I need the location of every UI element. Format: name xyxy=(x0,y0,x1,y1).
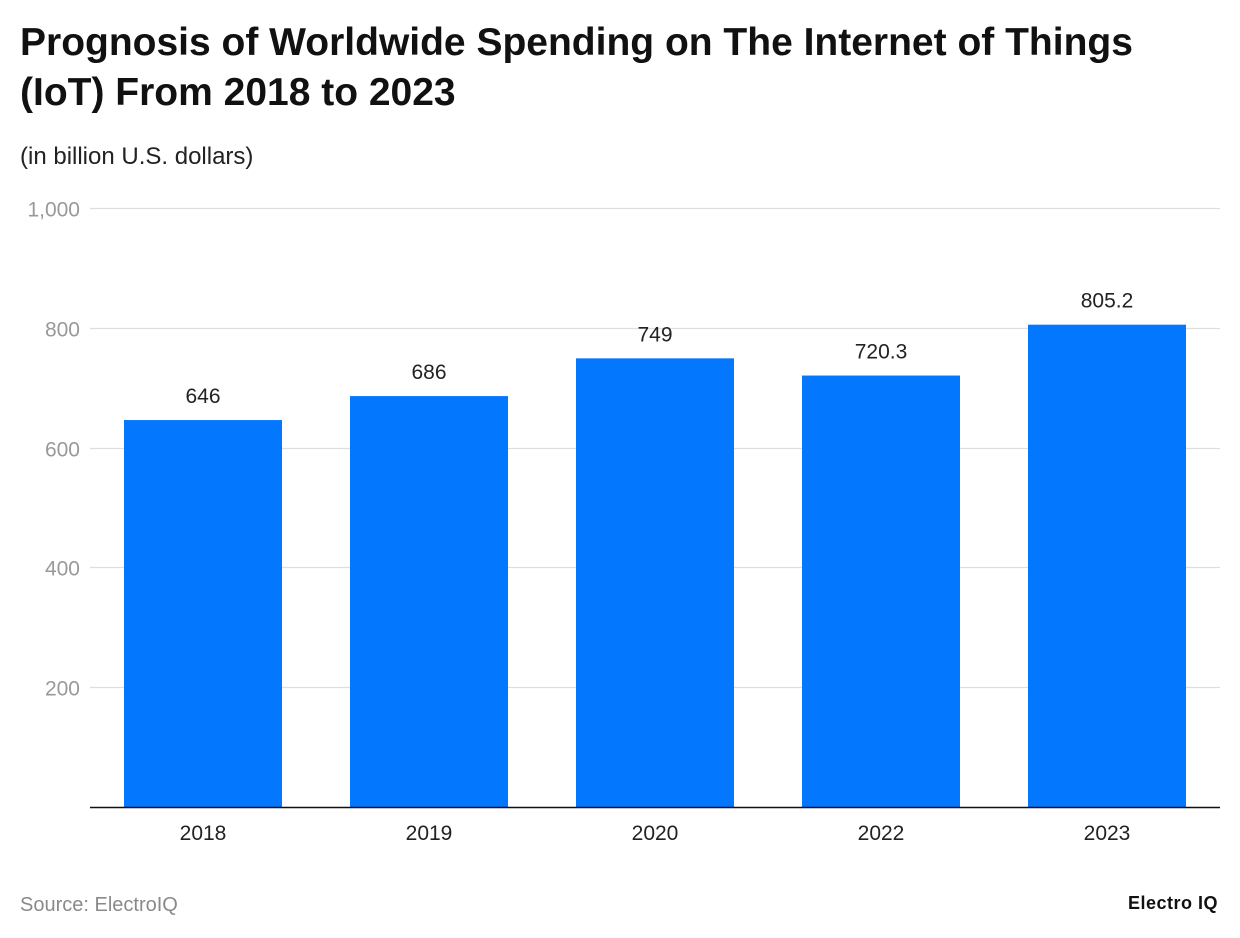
value-label: 720.3 xyxy=(855,341,908,364)
value-label: 686 xyxy=(411,361,446,384)
brand-logo: Electro IQ xyxy=(1127,893,1218,913)
y-tick-label: 200 xyxy=(45,678,80,701)
y-tick-label: 400 xyxy=(45,558,80,581)
x-tick-labels: 2018 2019 2020 2022 2023 xyxy=(180,822,1131,845)
value-label: 805.2 xyxy=(1081,290,1134,313)
bar xyxy=(350,396,508,807)
value-label: 749 xyxy=(637,323,672,346)
x-tick-label: 2022 xyxy=(858,822,905,845)
y-tick-label: 600 xyxy=(45,439,80,462)
y-tick-labels: 200 400 600 800 1,000 xyxy=(27,199,80,701)
x-tick-label: 2018 xyxy=(180,822,227,845)
value-labels: 646 686 749 720.3 805.2 xyxy=(185,290,1133,408)
bar xyxy=(1028,324,1186,807)
bars xyxy=(124,324,1186,807)
x-tick-label: 2023 xyxy=(1084,822,1131,845)
bar xyxy=(124,420,282,807)
bar xyxy=(576,358,734,807)
value-label: 646 xyxy=(185,385,220,408)
chart-subtitle: (in billion U.S. dollars) xyxy=(20,143,254,170)
y-tick-label: 800 xyxy=(45,319,80,342)
chart-title: Prognosis of Worldwide Spending on The I… xyxy=(20,21,1133,114)
bar xyxy=(802,375,960,807)
x-tick-label: 2020 xyxy=(632,822,679,845)
y-tick-label: 1,000 xyxy=(27,199,80,222)
x-tick-label: 2019 xyxy=(406,822,453,845)
source-note: Source: ElectroIQ xyxy=(20,894,178,916)
